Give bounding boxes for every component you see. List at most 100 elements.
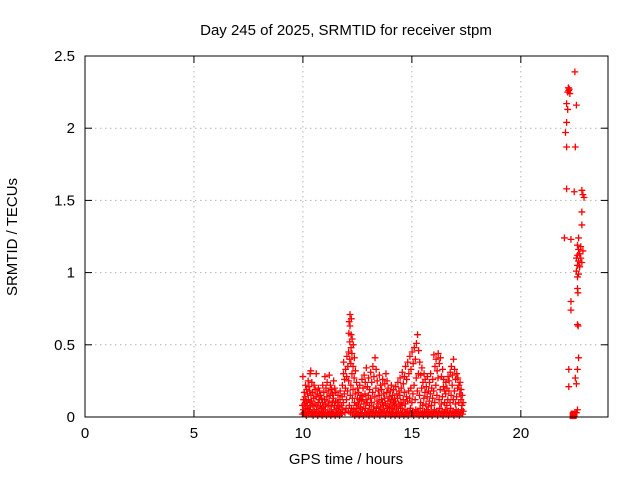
data-point xyxy=(567,235,575,243)
data-point xyxy=(377,381,384,389)
data-point xyxy=(405,370,413,378)
data-point xyxy=(324,387,332,395)
data-point xyxy=(575,234,582,242)
y-tick-label: 0.5 xyxy=(54,337,75,354)
data-point xyxy=(430,351,438,359)
x-tick-labels: 0 5 10 15 20 xyxy=(81,425,529,442)
data-point xyxy=(349,341,357,349)
data-point xyxy=(383,389,391,396)
data-point xyxy=(362,364,370,372)
data-point xyxy=(348,350,356,357)
data-point xyxy=(415,347,423,354)
data-point xyxy=(447,391,455,399)
x-tick-label: 10 xyxy=(295,425,312,442)
data-point xyxy=(434,350,442,357)
data-point xyxy=(318,394,326,402)
data-point xyxy=(574,322,582,330)
data-point xyxy=(411,396,419,404)
data-point xyxy=(394,378,402,386)
data-point xyxy=(324,402,332,409)
data-point xyxy=(368,378,376,386)
data-point xyxy=(561,234,568,242)
data-point xyxy=(440,383,447,391)
data-point xyxy=(373,377,381,385)
data-point xyxy=(452,400,459,408)
data-point xyxy=(400,389,408,396)
data-point xyxy=(410,344,418,352)
data-point xyxy=(420,394,428,402)
data-point xyxy=(396,374,404,382)
data-point xyxy=(570,188,578,196)
y-tick-label: 1 xyxy=(67,265,75,282)
data-point xyxy=(409,390,417,398)
ticks-layer xyxy=(84,55,608,418)
data-point xyxy=(321,373,329,380)
data-points-layer xyxy=(298,68,588,420)
data-point xyxy=(408,348,416,356)
data-point xyxy=(346,311,354,318)
data-point xyxy=(417,371,425,379)
data-point xyxy=(349,386,357,393)
chart-title: Day 245 of 2025, SRMTID for receiver stp… xyxy=(200,22,492,39)
data-point xyxy=(457,386,465,393)
data-point xyxy=(336,387,344,395)
data-point xyxy=(343,396,350,404)
data-point xyxy=(376,371,383,379)
data-point xyxy=(386,387,394,395)
x-tick-label: 5 xyxy=(190,425,198,442)
y-tick-label: 2 xyxy=(67,120,75,137)
data-point xyxy=(334,391,342,399)
data-point xyxy=(565,87,573,95)
data-point xyxy=(419,402,427,409)
data-point xyxy=(320,389,328,396)
data-point xyxy=(370,373,378,380)
data-point xyxy=(564,106,572,113)
data-point xyxy=(413,339,420,347)
data-point xyxy=(418,364,426,372)
data-point xyxy=(578,259,586,266)
data-point xyxy=(360,371,368,379)
data-point xyxy=(345,348,353,356)
data-point xyxy=(403,393,410,401)
data-point xyxy=(387,381,395,389)
data-point xyxy=(365,374,372,382)
data-point xyxy=(360,400,368,408)
data-point xyxy=(565,383,573,391)
data-point xyxy=(398,402,406,409)
data-point xyxy=(378,386,385,393)
data-point xyxy=(456,378,464,386)
data-point xyxy=(304,377,312,385)
data-point xyxy=(563,143,570,151)
data-point xyxy=(406,352,414,360)
data-point xyxy=(316,387,323,395)
y-tick-label: 2.5 xyxy=(54,48,75,65)
data-point xyxy=(431,399,439,406)
data-point xyxy=(424,403,432,411)
data-point xyxy=(392,383,400,391)
data-point xyxy=(434,374,442,382)
data-point xyxy=(369,389,377,396)
data-point xyxy=(323,393,331,401)
data-point xyxy=(345,377,353,385)
data-point xyxy=(575,257,582,265)
grid-layer xyxy=(85,56,608,417)
y-tick-label: 0 xyxy=(67,409,75,426)
data-point xyxy=(435,360,443,367)
data-point xyxy=(453,370,461,378)
data-point xyxy=(437,354,444,362)
data-point xyxy=(565,365,573,373)
data-point xyxy=(359,384,367,392)
data-point xyxy=(421,389,429,396)
data-point xyxy=(454,374,462,382)
data-point xyxy=(562,129,569,136)
data-point xyxy=(346,355,354,363)
data-point xyxy=(575,246,582,253)
data-point xyxy=(299,373,307,380)
data-point xyxy=(576,263,584,271)
data-point xyxy=(412,374,420,382)
data-point xyxy=(351,390,359,398)
data-point xyxy=(398,368,406,376)
data-point xyxy=(574,365,581,373)
data-point xyxy=(574,273,581,281)
x-axis-label: GPS time / hours xyxy=(289,451,403,468)
